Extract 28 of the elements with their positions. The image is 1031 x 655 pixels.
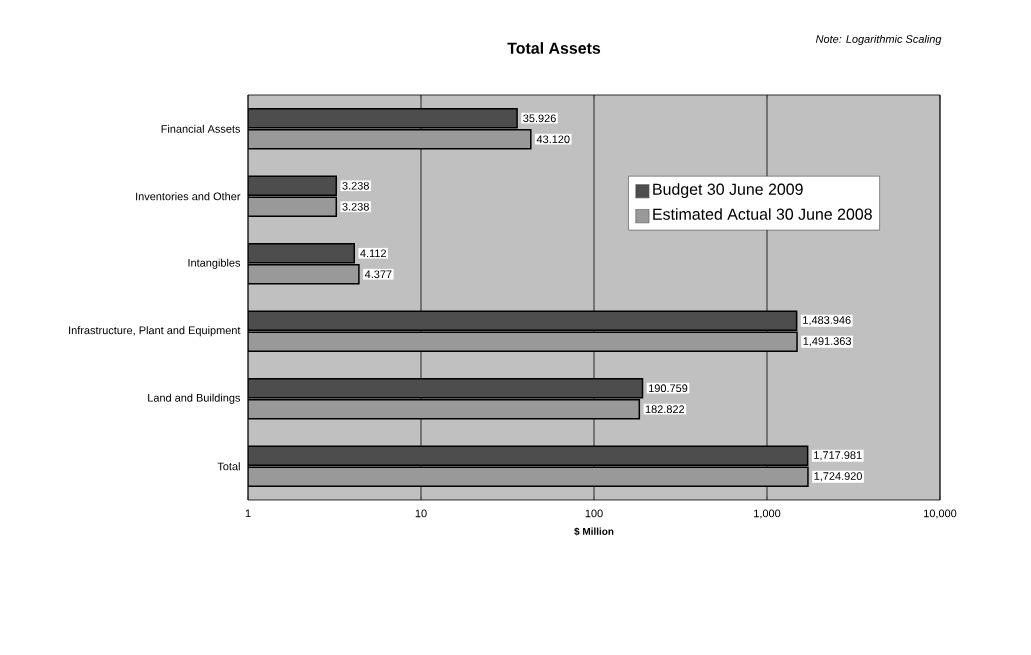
y-tick-label: Financial Assets — [161, 124, 241, 133]
data-label: 3.238 — [342, 202, 369, 211]
data-label: 190.759 — [649, 384, 688, 393]
legend-label: Estimated Actual 30 June 2008 — [653, 208, 872, 220]
y-tick-label: Inventories and Other — [136, 192, 241, 201]
data-label: 4.377 — [364, 270, 392, 279]
data-label: 182.822 — [645, 405, 685, 414]
data-label: 4.112 — [360, 249, 386, 258]
x-tick-label: 1,000 — [754, 509, 781, 519]
legend-label: Budget 30 June 2009 — [653, 183, 803, 199]
x-tick-label: 10,000 — [924, 509, 957, 519]
data-label: 35.926 — [523, 114, 556, 123]
text: Note: Logarithmic Scaling — [815, 34, 942, 46]
data-label: 3.238 — [342, 181, 369, 190]
y-tick-label: Total — [217, 462, 240, 471]
y-tick-label: Intangibles — [188, 258, 241, 269]
data-label: 1,724.920 — [814, 472, 862, 482]
data-label: 1,483.946 — [803, 316, 851, 326]
x-tick-label: 1 — [245, 509, 251, 518]
x-tick-label: 10 — [415, 509, 427, 518]
y-tick-label: Infrastructure, Plant and Equipment — [69, 326, 241, 337]
chart-title: Total Assets — [507, 42, 601, 54]
x-tick-label: 100 — [585, 509, 603, 518]
data-label: 1,491.363 — [803, 337, 851, 347]
x-axis-title: $ Million — [574, 527, 614, 536]
y-tick-label: Land and Buildings — [148, 393, 241, 404]
data-label: 43.120 — [536, 135, 570, 144]
data-label: 1,717.981 — [814, 451, 862, 461]
